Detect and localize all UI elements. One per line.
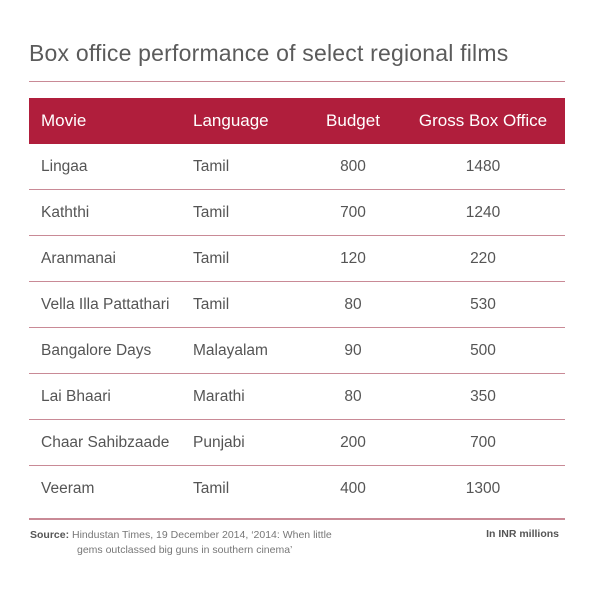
cell-movie: Vella Illa Pattathari	[41, 296, 170, 313]
cell-movie: Veeram	[41, 480, 95, 497]
header-budget: Budget	[326, 111, 380, 130]
source-line2: gems outclassed big guns in southern cin…	[77, 544, 293, 556]
cell-budget: 200	[340, 434, 366, 451]
cell-budget: 90	[344, 342, 362, 359]
cell-budget: 400	[340, 480, 366, 497]
table-row: Vella Illa Pattathari Tamil 80 530	[29, 282, 565, 328]
table-row: Bangalore Days Malayalam 90 500	[29, 328, 565, 374]
cell-language: Punjabi	[193, 434, 245, 451]
cell-language: Tamil	[193, 158, 230, 175]
cell-budget: 800	[340, 158, 366, 175]
table-title: Box office performance of select regiona…	[29, 40, 509, 66]
header-language: Language	[193, 111, 269, 130]
cell-gross: 1240	[465, 204, 501, 221]
cell-budget: 80	[344, 296, 362, 313]
cell-gross: 220	[470, 250, 496, 267]
cell-gross: 1480	[465, 158, 501, 175]
table-row: Veeram Tamil 400 1300	[29, 466, 565, 512]
cell-budget: 120	[340, 250, 366, 267]
cell-gross: 500	[470, 342, 496, 359]
cell-gross: 700	[470, 434, 496, 451]
cell-language: Marathi	[193, 388, 245, 405]
cell-language: Tamil	[193, 250, 230, 267]
cell-budget: 80	[344, 388, 362, 405]
cell-gross: 1300	[465, 480, 501, 497]
cell-budget: 700	[340, 204, 366, 221]
cell-language: Tamil	[193, 204, 230, 221]
table-row: Kaththi Tamil 700 1240	[29, 190, 565, 236]
cell-gross: 530	[470, 296, 496, 313]
cell-movie: Lai Bhaari	[41, 388, 111, 405]
cell-movie: Lingaa	[41, 158, 88, 175]
source-note: Source: Hindustan Times, 19 December 201…	[30, 528, 390, 558]
data-table: Movie Language Budget Gross Box Office L…	[29, 98, 565, 512]
table-bottom-rule	[29, 518, 565, 520]
header-gross: Gross Box Office	[418, 111, 548, 130]
cell-gross: 350	[470, 388, 496, 405]
table-row: Lingaa Tamil 800 1480	[29, 144, 565, 190]
source-label: Source:	[30, 529, 70, 541]
cell-language: Tamil	[193, 296, 230, 313]
table-row: Lai Bhaari Marathi 80 350	[29, 374, 565, 420]
cell-movie: Kaththi	[41, 204, 90, 221]
table-row: Aranmanai Tamil 120 220	[29, 236, 565, 282]
unit-note: In INR millions	[486, 528, 559, 540]
table-header: Movie Language Budget Gross Box Office	[29, 98, 565, 144]
cell-movie: Aranmanai	[41, 250, 116, 267]
cell-language: Malayalam	[193, 342, 268, 359]
header-movie: Movie	[41, 111, 87, 130]
title-rule	[29, 81, 565, 82]
cell-movie: Bangalore Days	[41, 342, 152, 359]
cell-language: Tamil	[193, 480, 230, 497]
table-row: Chaar Sahibzaade Punjabi 200 700	[29, 420, 565, 466]
source-line1: Hindustan Times, 19 December 2014, ‘2014…	[72, 529, 332, 541]
cell-movie: Chaar Sahibzaade	[41, 434, 170, 451]
